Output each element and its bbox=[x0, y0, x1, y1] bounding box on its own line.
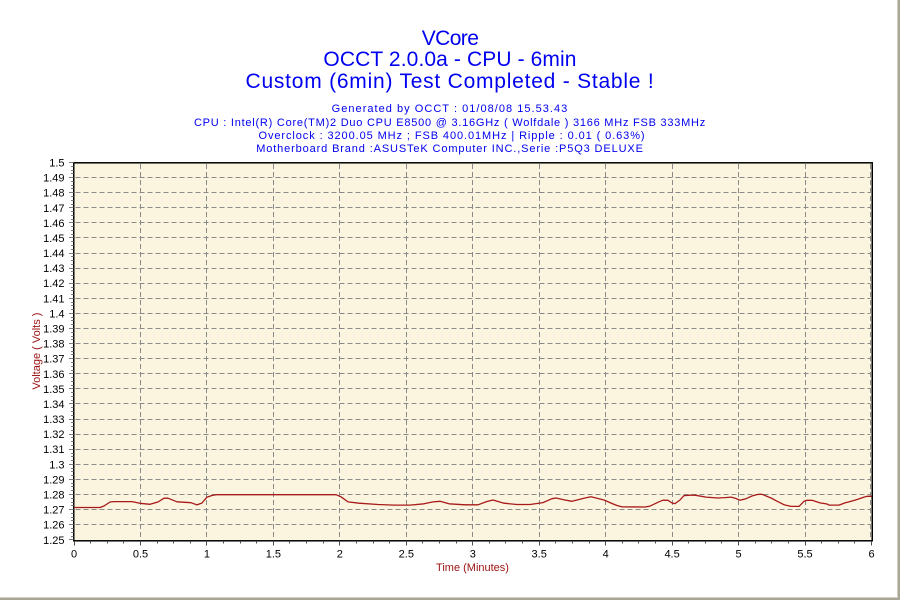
svg-text:1.26: 1.26 bbox=[43, 520, 64, 532]
svg-text:1.44: 1.44 bbox=[43, 248, 64, 260]
svg-text:0.5: 0.5 bbox=[133, 548, 148, 560]
svg-text:1.35: 1.35 bbox=[43, 384, 64, 396]
svg-text:1.39: 1.39 bbox=[43, 324, 64, 336]
svg-text:2: 2 bbox=[337, 548, 343, 560]
svg-text:1.27: 1.27 bbox=[43, 505, 64, 517]
svg-text:1.43: 1.43 bbox=[43, 263, 64, 275]
svg-text:1.36: 1.36 bbox=[43, 369, 64, 381]
svg-text:1.5: 1.5 bbox=[266, 548, 281, 560]
svg-text:3.5: 3.5 bbox=[532, 548, 547, 560]
svg-text:1.48: 1.48 bbox=[43, 188, 64, 200]
svg-text:Time (Minutes): Time (Minutes) bbox=[436, 562, 509, 574]
svg-text:6: 6 bbox=[868, 548, 874, 560]
svg-text:1.32: 1.32 bbox=[43, 429, 64, 441]
svg-text:1.34: 1.34 bbox=[43, 399, 64, 411]
svg-text:5.5: 5.5 bbox=[797, 548, 812, 560]
svg-text:1.33: 1.33 bbox=[43, 414, 64, 426]
svg-text:3: 3 bbox=[470, 548, 476, 560]
svg-text:4.5: 4.5 bbox=[664, 548, 679, 560]
svg-text:1.28: 1.28 bbox=[43, 490, 64, 502]
svg-text:1.49: 1.49 bbox=[43, 173, 64, 185]
svg-text:2.5: 2.5 bbox=[399, 548, 414, 560]
svg-text:4: 4 bbox=[603, 548, 609, 560]
svg-text:1.25: 1.25 bbox=[43, 535, 64, 547]
svg-text:1.37: 1.37 bbox=[43, 354, 64, 366]
svg-text:1.31: 1.31 bbox=[43, 444, 64, 456]
svg-text:1.46: 1.46 bbox=[43, 218, 64, 230]
svg-text:1.5: 1.5 bbox=[49, 158, 64, 170]
svg-text:1.4: 1.4 bbox=[49, 308, 64, 320]
svg-text:1.42: 1.42 bbox=[43, 278, 64, 290]
svg-text:Voltage ( Volts ): Voltage ( Volts ) bbox=[31, 313, 43, 390]
svg-text:1.3: 1.3 bbox=[49, 459, 64, 471]
svg-text:1.47: 1.47 bbox=[43, 203, 64, 215]
svg-text:0: 0 bbox=[71, 548, 77, 560]
svg-text:1.29: 1.29 bbox=[43, 474, 64, 486]
svg-text:1.38: 1.38 bbox=[43, 339, 64, 351]
svg-text:5: 5 bbox=[736, 548, 742, 560]
svg-text:1: 1 bbox=[204, 548, 210, 560]
svg-text:1.41: 1.41 bbox=[43, 293, 64, 305]
svg-text:1.45: 1.45 bbox=[43, 233, 64, 245]
